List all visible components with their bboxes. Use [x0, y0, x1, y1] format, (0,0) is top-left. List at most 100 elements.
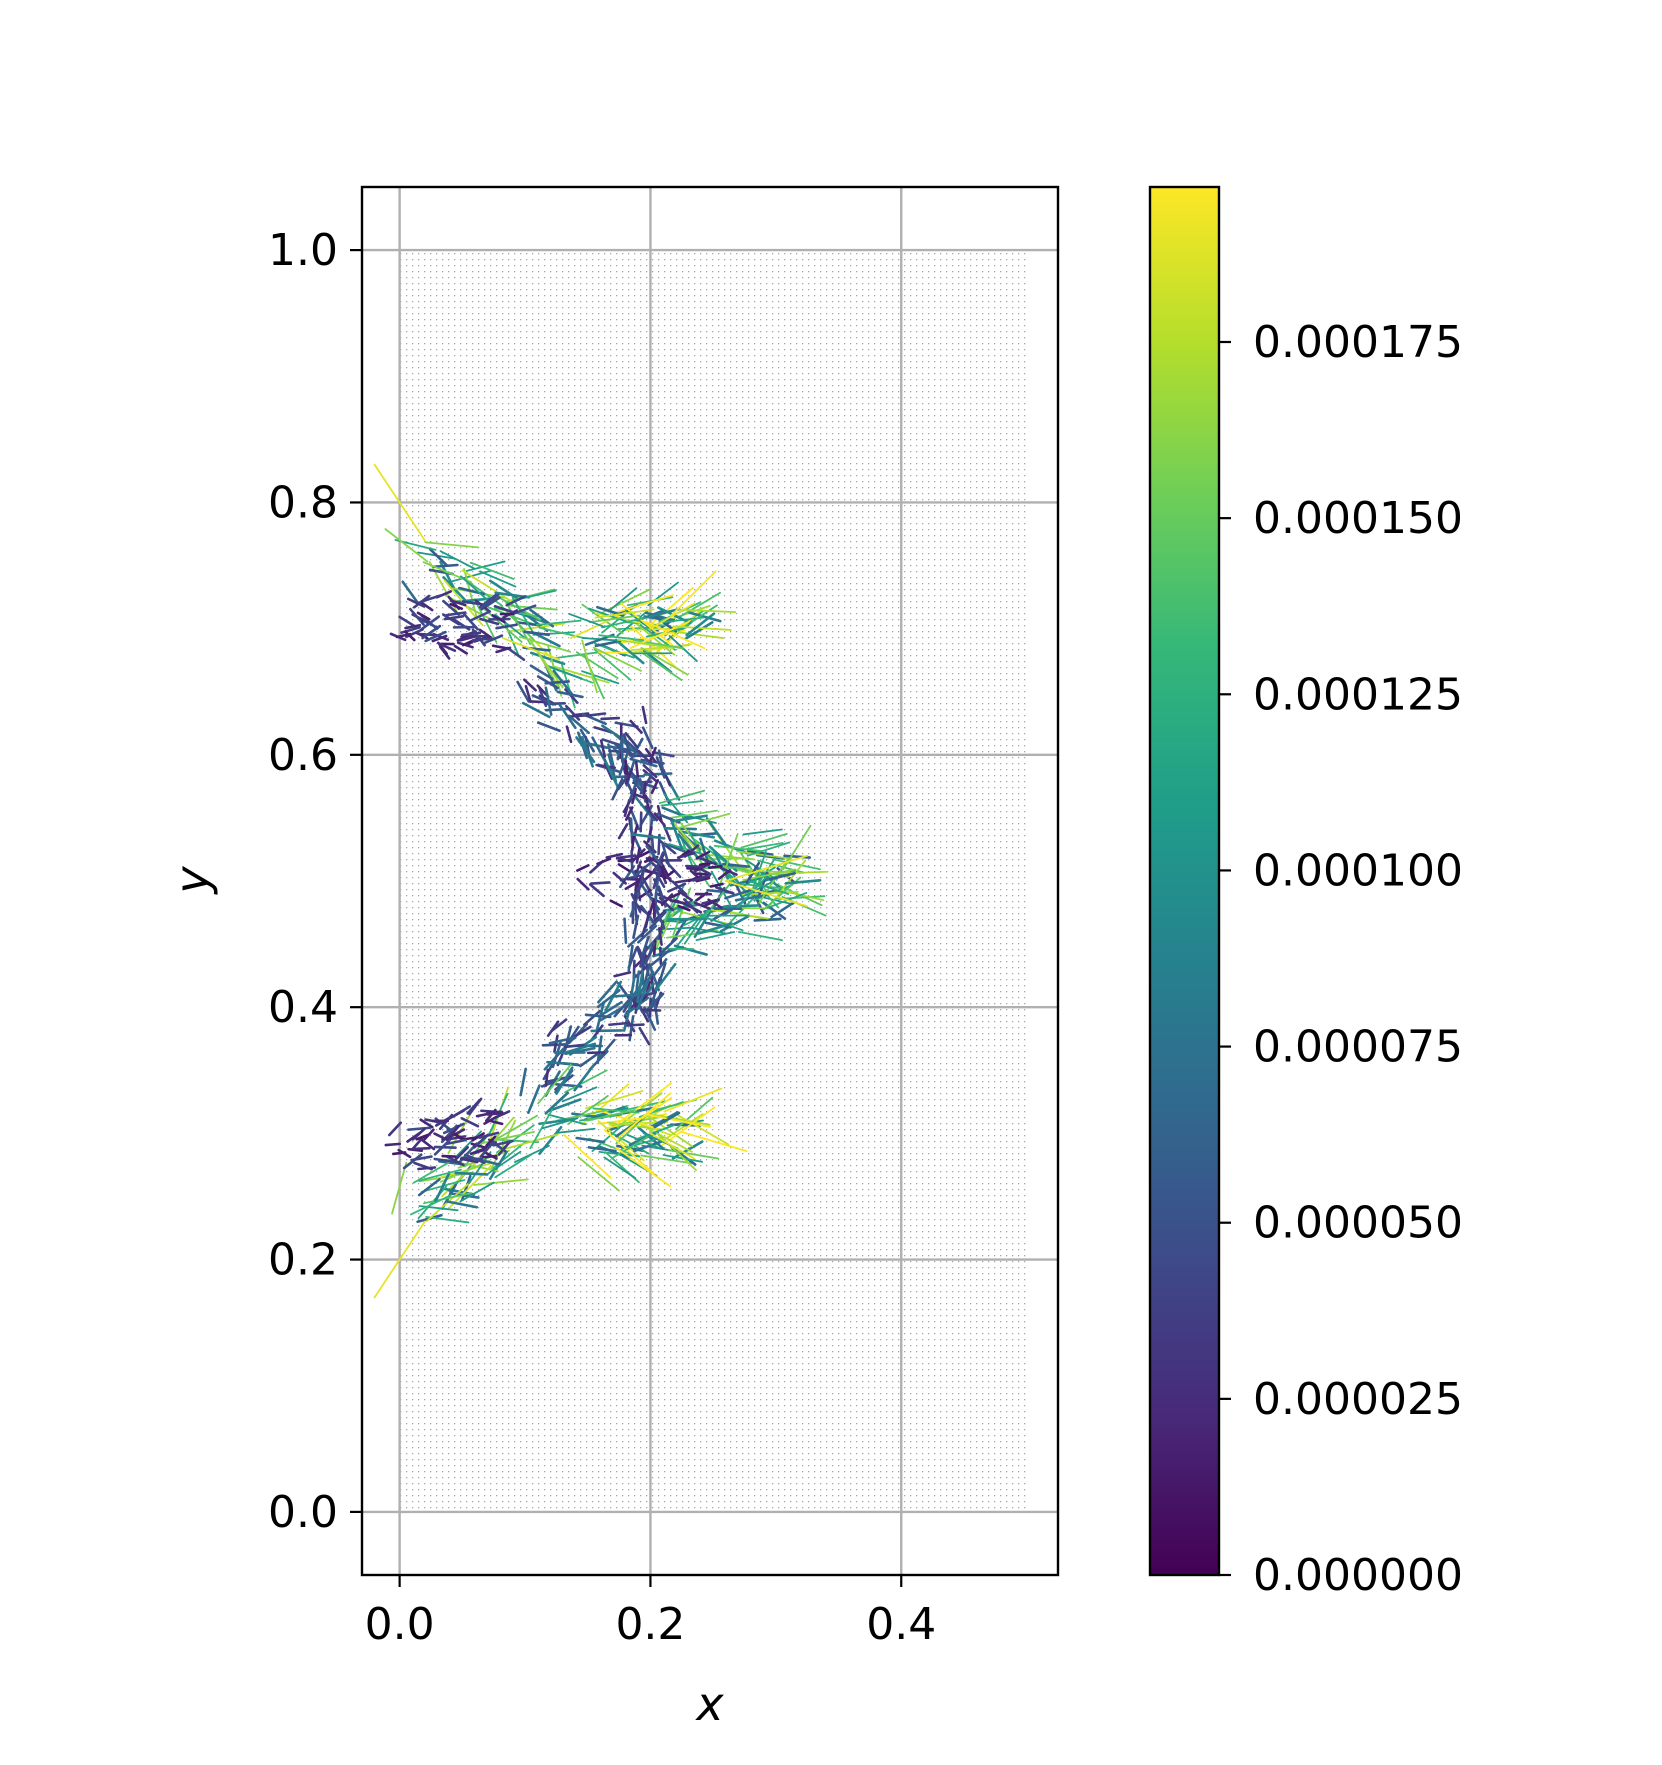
- vector-arrow: [613, 996, 633, 1018]
- vector-arrow: [466, 1098, 481, 1115]
- vector-arrow: [654, 962, 677, 992]
- vector-arrow: [564, 688, 579, 704]
- vector-arrow: [454, 1146, 470, 1161]
- vector-arrow: [753, 917, 782, 922]
- vector-arrow: [404, 623, 422, 630]
- vector-arrow: [478, 628, 493, 639]
- vector-arrow: [550, 1018, 568, 1033]
- vector-arrow: [545, 664, 583, 680]
- vector-arrow: [620, 603, 674, 647]
- colorbar-tick-label: 0.000175: [1253, 317, 1463, 368]
- vector-arrow: [605, 852, 624, 859]
- vector-arrow: [610, 1133, 653, 1160]
- vector-arrow: [523, 678, 537, 692]
- colorbar: 0.000000 0.000025 0.000050 0.000075 0.000100…: [1148, 185, 1463, 1601]
- vector-arrow: [629, 624, 679, 670]
- vector-arrow: [417, 1178, 441, 1197]
- vector-arrow: [417, 1166, 437, 1171]
- vector-arrow: [707, 898, 723, 909]
- vector-arrow: [633, 1139, 664, 1153]
- vector-arrow: [710, 907, 734, 922]
- vector-arrow: [632, 824, 639, 840]
- vector-arrow: [613, 971, 632, 978]
- vector-arrow: [784, 878, 822, 885]
- vector-arrow: [416, 611, 431, 621]
- vector-arrow: [629, 892, 640, 918]
- vector-arrow: [373, 1220, 426, 1299]
- vector-arrow: [536, 721, 561, 733]
- vector-arrow: [546, 1060, 579, 1066]
- vector-arrow: [565, 725, 573, 744]
- vector-arrow: [529, 651, 566, 666]
- y-tick-label: 0.8: [268, 477, 338, 528]
- vector-arrow: [645, 1113, 712, 1128]
- vector-arrow: [631, 787, 637, 805]
- vector-arrow: [714, 886, 735, 895]
- vector-arrow: [470, 1142, 486, 1149]
- vector-arrow: [619, 1100, 666, 1112]
- vector-arrow: [691, 836, 729, 865]
- vector-arrow: [646, 826, 653, 843]
- vector-arrow: [409, 607, 425, 626]
- vector-arrow: [433, 1157, 457, 1164]
- vector-arrow: [663, 827, 698, 831]
- vector-arrow: [495, 623, 518, 630]
- vector-arrow: [491, 644, 508, 650]
- vector-arrow: [678, 591, 721, 618]
- vector-arrow: [747, 850, 774, 856]
- vector-arrow: [523, 630, 550, 637]
- vector-arrow: [449, 602, 464, 610]
- vector-arrow: [513, 604, 537, 615]
- vector-arrow: [769, 871, 796, 881]
- vector-arrow: [439, 550, 476, 570]
- vector-arrow: [663, 842, 690, 855]
- vector-arrow: [746, 841, 791, 857]
- colorbar-tick-label: 0.000000: [1253, 1550, 1463, 1601]
- y-ticks: 0.0 0.2 0.4 0.6 0.8 1.0: [268, 225, 362, 1538]
- vector-arrow: [661, 806, 691, 820]
- vector-arrow: [541, 1117, 579, 1130]
- vector-arrow: [588, 614, 641, 624]
- vector-arrow: [597, 980, 618, 1004]
- vector-arrow: [411, 1135, 425, 1150]
- vector-arrow: [650, 779, 660, 795]
- gridlines: [362, 187, 1058, 1575]
- vector-arrow: [694, 865, 712, 876]
- vector-arrow: [748, 880, 790, 895]
- vector-arrow: [661, 1106, 716, 1146]
- vector-arrow: [406, 597, 426, 608]
- vector-arrow: [584, 1013, 612, 1019]
- vector-arrow: [581, 670, 620, 685]
- vector-arrow: [783, 854, 812, 859]
- vector-arrow: [528, 637, 559, 686]
- vector-arrow: [502, 1133, 559, 1151]
- vector-arrow: [677, 904, 691, 912]
- vector-arrow: [649, 1132, 696, 1160]
- vector-arrow: [445, 1155, 465, 1167]
- vector-arrow: [676, 1113, 730, 1146]
- vector-arrow: [611, 594, 674, 615]
- vector-arrow: [471, 637, 493, 642]
- vector-arrow: [555, 1066, 574, 1095]
- vector-arrow: [695, 876, 711, 883]
- vector-arrow: [423, 1192, 472, 1205]
- vector-arrow: [599, 739, 607, 758]
- vector-arrow: [724, 880, 809, 908]
- vector-arrow: [487, 1150, 522, 1174]
- vector-arrow: [518, 635, 572, 653]
- vector-arrow: [657, 927, 663, 946]
- vector-arrow: [644, 794, 651, 812]
- vector-arrow: [713, 844, 762, 852]
- vector-arrow: [541, 1043, 567, 1047]
- vector-arrow: [443, 615, 465, 621]
- vector-arrow: [640, 651, 683, 681]
- vector-arrow: [597, 1120, 645, 1162]
- vector-arrow: [406, 1131, 422, 1143]
- vector-arrow: [682, 898, 699, 914]
- vector-arrow: [642, 764, 658, 779]
- vector-arrow: [644, 747, 657, 763]
- vector-arrow: [601, 617, 646, 629]
- vector-arrow: [603, 1156, 637, 1180]
- vector-arrow: [563, 1043, 585, 1049]
- vector-arrow: [459, 1157, 479, 1164]
